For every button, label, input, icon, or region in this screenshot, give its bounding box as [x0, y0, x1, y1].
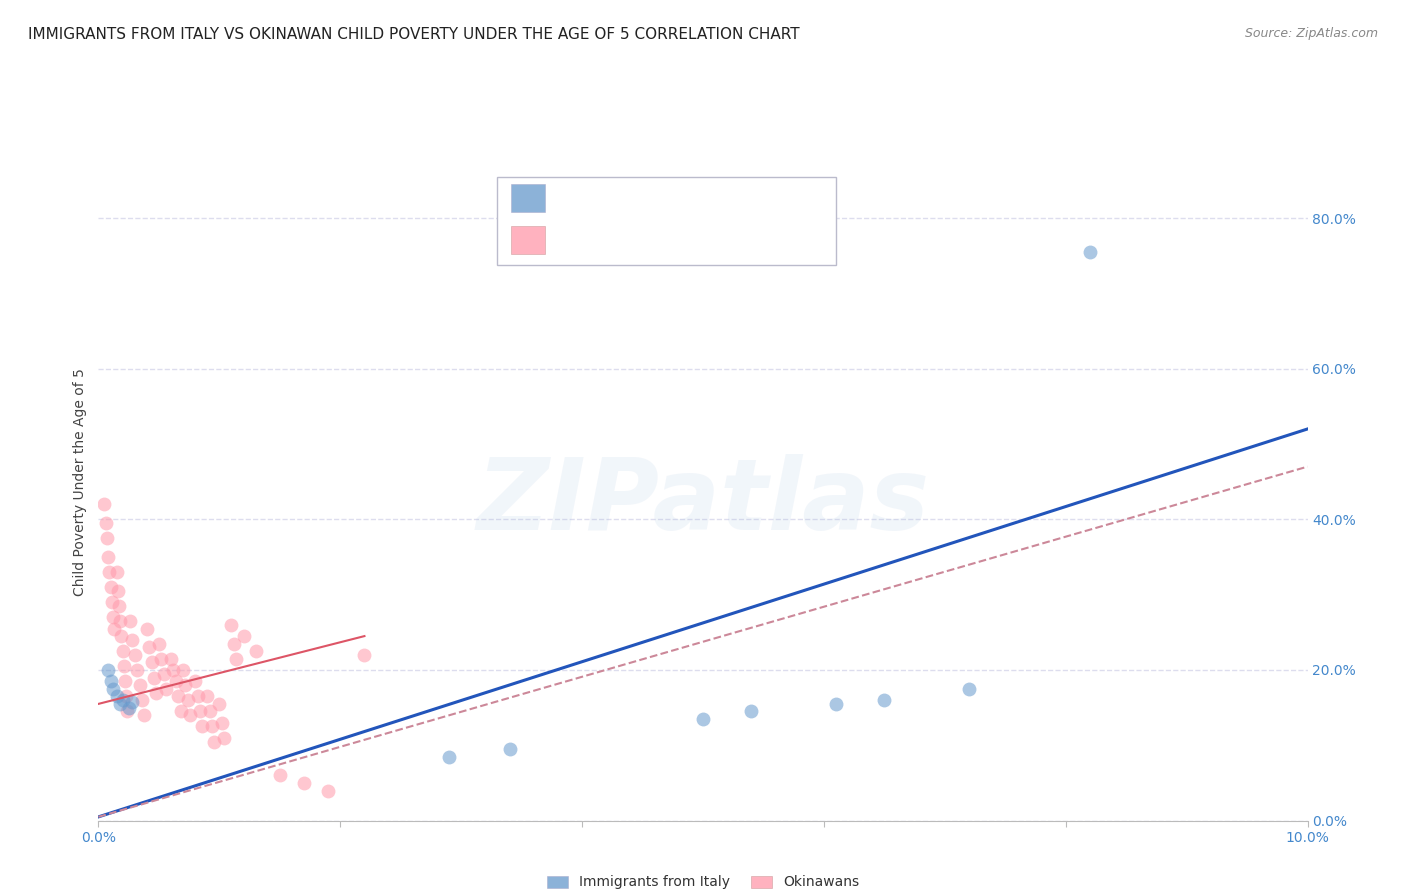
Point [128, 678, 150, 692]
Point [107, 583, 129, 598]
Point [188, 705, 211, 719]
Text: ZIPatlas: ZIPatlas [477, 453, 929, 550]
Point [145, 685, 167, 699]
Point [225, 651, 247, 665]
Point [141, 656, 163, 670]
Point [353, 648, 375, 662]
Point [211, 715, 233, 730]
Point [134, 708, 156, 723]
Point [232, 629, 254, 643]
Point [174, 678, 197, 692]
Point [96, 531, 118, 545]
Point [316, 783, 339, 797]
Point [118, 614, 141, 628]
Point [121, 695, 143, 709]
Point [110, 629, 132, 643]
Point [135, 622, 157, 636]
Point [105, 565, 128, 579]
Legend: Immigrants from Italy, Okinawans: Immigrants from Italy, Okinawans [541, 870, 865, 892]
Point [152, 666, 174, 681]
Point [97, 549, 120, 564]
Text: Source: ZipAtlas.com: Source: ZipAtlas.com [1244, 27, 1378, 40]
Text: IMMIGRANTS FROM ITALY VS OKINAWAN CHILD POVERTY UNDER THE AGE OF 5 CORRELATION C: IMMIGRANTS FROM ITALY VS OKINAWAN CHILD … [28, 27, 800, 42]
Point [198, 705, 221, 719]
Point [117, 705, 139, 719]
Point [108, 599, 131, 613]
Point [957, 681, 980, 696]
Point [127, 663, 149, 677]
Point [118, 700, 141, 714]
Point [162, 663, 184, 677]
Point [100, 580, 122, 594]
Point [101, 681, 124, 696]
Point [184, 674, 207, 689]
Point [692, 712, 714, 726]
Point [101, 610, 124, 624]
Point [292, 776, 315, 790]
Point [100, 674, 122, 689]
Point [873, 693, 896, 707]
Point [131, 693, 153, 707]
Point [825, 697, 848, 711]
Point [208, 697, 231, 711]
Point [165, 674, 187, 689]
Point [143, 671, 166, 685]
Point [124, 648, 146, 662]
Point [112, 659, 135, 673]
Point [177, 693, 200, 707]
Point [212, 731, 235, 745]
Point [111, 644, 134, 658]
Point [114, 674, 136, 689]
Point [437, 749, 460, 764]
Point [187, 690, 209, 704]
Point [269, 768, 291, 782]
Point [108, 697, 131, 711]
Point [1078, 244, 1101, 259]
Point [222, 637, 245, 651]
Point [221, 617, 243, 632]
Y-axis label: Child Poverty Under the Age of 5: Child Poverty Under the Age of 5 [73, 368, 87, 596]
Point [111, 693, 134, 707]
Point [245, 644, 267, 658]
Point [191, 719, 214, 733]
Point [105, 690, 128, 704]
Point [155, 681, 177, 696]
Point [172, 663, 194, 677]
Point [195, 690, 218, 704]
Point [167, 690, 190, 704]
Point [148, 637, 170, 651]
Point [201, 719, 224, 733]
Point [115, 690, 138, 704]
Point [98, 565, 121, 579]
Point [204, 734, 226, 748]
Point [97, 663, 120, 677]
Point [179, 708, 201, 723]
Point [169, 705, 191, 719]
Point [740, 705, 762, 719]
Point [93, 497, 115, 511]
Point [94, 516, 117, 530]
Point [150, 651, 173, 665]
Point [160, 651, 183, 665]
Point [138, 640, 160, 655]
Point [108, 614, 131, 628]
Point [103, 622, 125, 636]
Point [121, 632, 143, 647]
Point [498, 742, 520, 756]
Point [100, 595, 122, 609]
